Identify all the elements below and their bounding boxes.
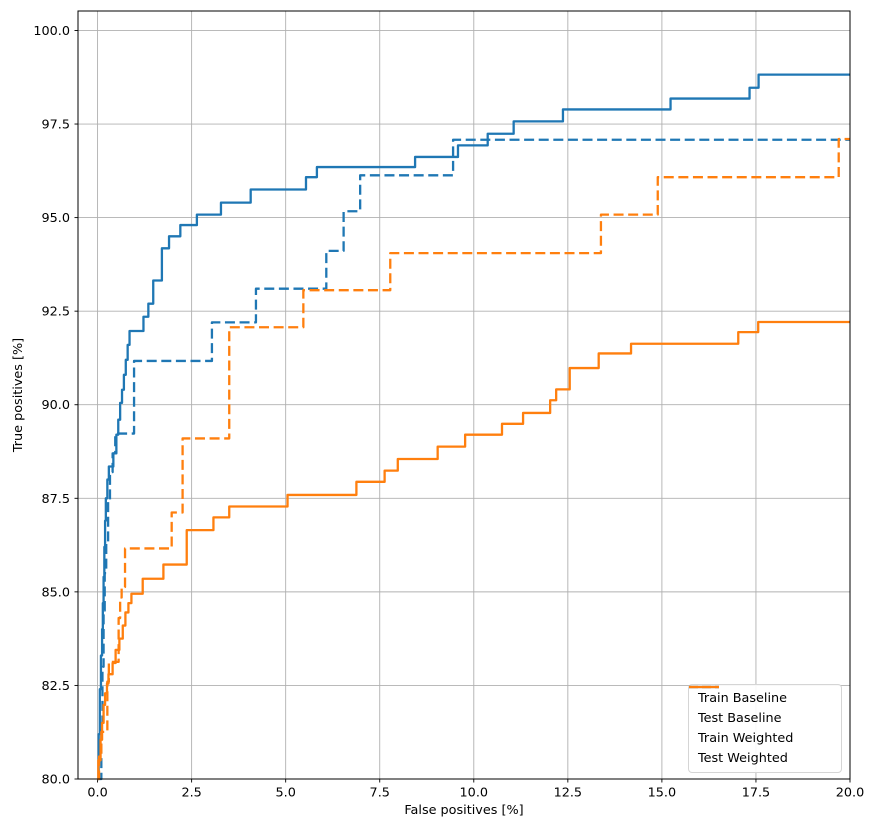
legend-label: Test Weighted (698, 750, 788, 766)
series-test-baseline (97, 138, 850, 781)
series-test-weighted (97, 137, 850, 781)
legend: Train Baseline Test Baseline Train Weigh… (688, 684, 842, 773)
gridlines (78, 11, 851, 780)
x-axis-label: False positives [%] (404, 803, 523, 818)
y-tick-label: 90.0 (42, 398, 71, 413)
y-tick-label: 82.5 (42, 679, 71, 694)
legend-item-train-weighted: Train Weighted (689, 685, 833, 749)
plot-border (77, 10, 851, 780)
legend-item-train-baseline: Train Baseline (689, 685, 833, 709)
x-tick-label: 12.5 (554, 785, 583, 800)
axis-ticks: 0.0 2.5 5.0 7.5 10.0 12.5 15.0 17.5 20.0 80.0 82.5… (33, 24, 864, 800)
legend-item-test-baseline: Test Baseline (689, 685, 833, 729)
y-tick-label: 85.0 (42, 585, 71, 600)
x-tick-label: 10.0 (460, 785, 489, 800)
y-tick-label: 92.5 (42, 305, 71, 320)
legend-sample-line-dashed-orange (689, 685, 719, 689)
series-train-baseline (97, 73, 850, 781)
y-tick-label: 95.0 (42, 211, 71, 226)
x-tick-label: 7.5 (370, 785, 390, 800)
series-train-weighted (97, 320, 850, 781)
y-tick-label: 80.0 (42, 772, 71, 787)
legend-item-test-weighted: Test Weighted (689, 685, 833, 768)
x-tick-label: 17.5 (742, 785, 771, 800)
legend-label: Train Weighted (698, 730, 794, 746)
y-tick-label: 100.0 (33, 24, 70, 39)
legend-label: Train Baseline (698, 691, 788, 707)
series-layer (97, 73, 850, 781)
y-tick-label: 97.5 (42, 118, 71, 133)
x-tick-label: 2.5 (181, 785, 201, 800)
y-tick-label: 87.5 (42, 492, 71, 507)
y-axis-label: True positives [%] (11, 338, 26, 453)
x-tick-label: 5.0 (275, 785, 295, 800)
x-tick-label: 15.0 (648, 785, 677, 800)
x-tick-label: 20.0 (836, 785, 865, 800)
legend-label: Test Baseline (698, 711, 782, 727)
x-tick-label: 0.0 (87, 785, 107, 800)
